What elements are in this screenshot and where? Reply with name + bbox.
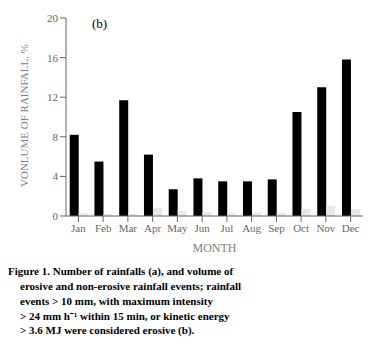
svg-text:VONLUME OF RAINFALL, %: VONLUME OF RAINFALL, % [18, 44, 30, 187]
svg-text:MONTH: MONTH [193, 241, 237, 255]
svg-text:16: 16 [47, 52, 59, 64]
html-text:> 3.6 MJ were considered erosi: > 3.6 MJ were considered erosive (b). [20, 324, 195, 337]
html-text:(b): (b) [92, 16, 108, 31]
svg-text:12: 12 [47, 91, 58, 103]
svg-text:20: 20 [47, 12, 59, 24]
svg-text:Feb: Feb [95, 222, 112, 234]
svg-text:Sep: Sep [268, 222, 285, 234]
svg-text:Jun: Jun [194, 222, 210, 234]
html-text:Figure 1. Number of rainfalls: Figure 1. Number of rainfalls (a), and v… [8, 265, 234, 277]
svg-text:Aug: Aug [242, 222, 261, 234]
svg-text:Nov: Nov [316, 222, 335, 234]
svg-text:Oct: Oct [293, 222, 309, 234]
svg-text:8: 8 [53, 131, 59, 143]
svg-text:Jul: Jul [220, 222, 233, 234]
svg-text:0: 0 [53, 210, 59, 222]
svg-text:Dec: Dec [342, 222, 360, 234]
svg-text:Mar: Mar [119, 222, 138, 234]
html-text:> 24 mm h⁻¹ within 15 min, or: > 24 mm h⁻¹ within 15 min, or kinetic en… [20, 309, 230, 322]
svg-text:4: 4 [53, 170, 59, 182]
html-text:erosive and non-erosive rainfa: erosive and non-erosive rainfall events;… [20, 279, 242, 292]
svg-text:Jan: Jan [71, 222, 86, 234]
svg-text:Apr: Apr [144, 222, 161, 234]
svg-text:May: May [167, 222, 188, 234]
html-text:events > 10 mm, with maximum i: events > 10 mm, with maximum intensity [20, 294, 213, 307]
